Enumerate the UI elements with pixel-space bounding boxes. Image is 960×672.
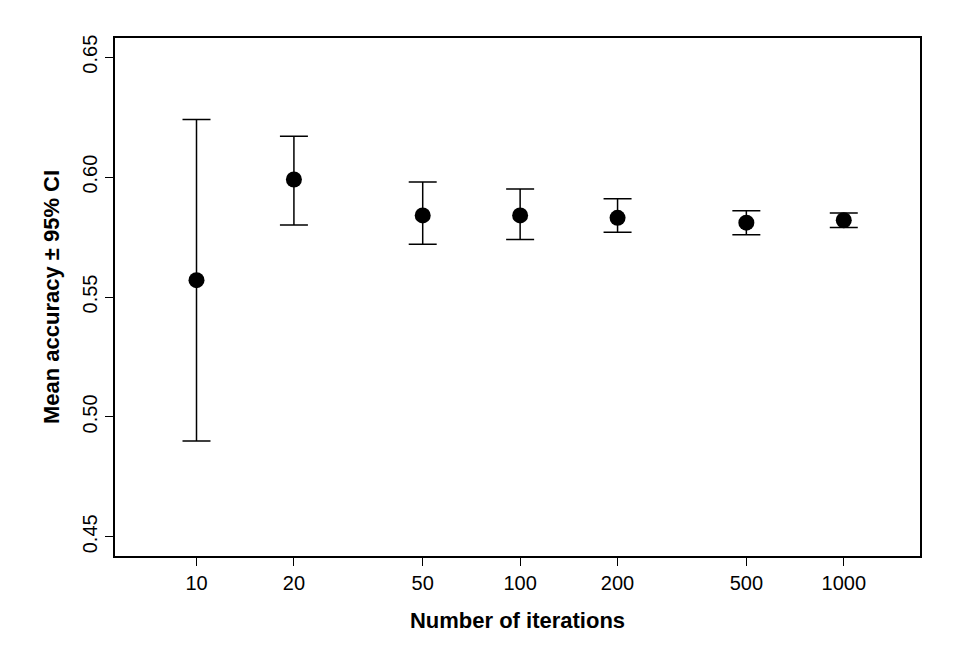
svg-text:10: 10 <box>185 572 207 594</box>
svg-text:0.50: 0.50 <box>79 394 101 433</box>
svg-text:50: 50 <box>412 572 434 594</box>
svg-text:Number of iterations: Number of iterations <box>410 608 625 633</box>
svg-text:20: 20 <box>283 572 305 594</box>
svg-text:0.45: 0.45 <box>79 514 101 553</box>
svg-text:Mean accuracy ± 95% CI: Mean accuracy ± 95% CI <box>39 170 64 424</box>
svg-text:0.60: 0.60 <box>79 155 101 194</box>
svg-text:200: 200 <box>601 572 634 594</box>
svg-text:500: 500 <box>730 572 763 594</box>
svg-text:0.65: 0.65 <box>79 35 101 74</box>
svg-text:100: 100 <box>503 572 536 594</box>
svg-text:1000: 1000 <box>822 572 867 594</box>
svg-text:0.55: 0.55 <box>79 275 101 314</box>
